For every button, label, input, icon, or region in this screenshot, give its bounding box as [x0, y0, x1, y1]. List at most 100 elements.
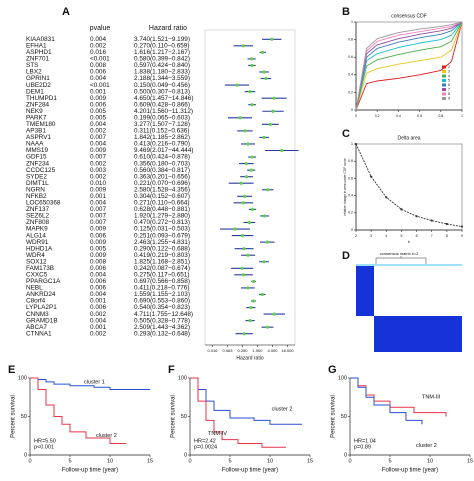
x-tick-label: 10 [427, 458, 433, 464]
hazard-ratio-label: 0.560(0.384−0.817) [134, 167, 190, 174]
hr-point [233, 227, 237, 231]
column-header: pvalue [90, 25, 111, 32]
x-tick-label: 15 [147, 458, 153, 464]
gene-name: SEZ6L2 [26, 213, 50, 220]
hr-point [272, 312, 276, 316]
series-line [355, 21, 463, 111]
x-tick-label: 0.250 [237, 348, 248, 353]
hr-point [265, 325, 270, 329]
hazard-ratio-label: 1.920(1.279−2.880) [134, 213, 190, 220]
pvalue: <0.001 [90, 56, 110, 63]
legend-swatch [442, 97, 446, 100]
gene-name: ABCA7 [26, 324, 47, 331]
x-tick-label: 0.8 [438, 114, 443, 118]
hazard-ratio-label: 4.711(1.755−12.648) [134, 311, 193, 318]
pvalue: 0.004 [90, 141, 106, 148]
pvalue: 0.004 [90, 291, 106, 298]
y-tick-label: 0.8 [348, 38, 353, 42]
pvalue: 0.009 [90, 252, 106, 259]
hazard-ratio-label: 0.251(0.093−0.679) [134, 232, 190, 239]
y-tick-label: 0.6 [348, 55, 353, 59]
x-tick-label: 0.2 [375, 114, 380, 118]
hr-point [271, 109, 275, 113]
gene-name: NFKB2 [26, 193, 47, 200]
y-tick-label: 0 [351, 228, 353, 232]
x-tick-label: 9 [461, 234, 463, 238]
hr-point [262, 70, 266, 74]
series-line [355, 143, 463, 228]
gene-name: ZNF284 [26, 101, 50, 108]
pvalue: 0.009 [90, 226, 106, 233]
hazard-ratio-label: 9.469(2.017−44.444) [134, 147, 194, 154]
hr-point [272, 96, 276, 100]
gene-name: UBE2D2 [26, 82, 51, 89]
x-tick-label: 5 [68, 458, 71, 464]
hazard-ratio-label: 0.363(0.201−0.656) [134, 173, 190, 180]
panel-letter: F [168, 364, 175, 376]
hazard-ratio-label: 4.201(1.560−11.312) [134, 108, 193, 115]
x-tick-label: 4.000 [267, 348, 278, 353]
y-tick-label: 0.8 [348, 159, 353, 163]
column-header: Hazard ratio [149, 25, 187, 32]
hr-point [262, 214, 267, 218]
pvalue: 0.008 [90, 258, 106, 265]
pvalue: 0.001 [90, 88, 106, 95]
hr-point [243, 129, 247, 133]
x-tick-label: 6 [416, 234, 418, 238]
y-tick-label: 0 [184, 452, 187, 458]
survival-curve [190, 377, 286, 448]
gene-name: NAAA [26, 141, 44, 148]
x-tick-label: 7 [431, 234, 433, 238]
pvalue: 0.004 [90, 317, 106, 324]
series-point [400, 208, 403, 211]
hr-point [250, 57, 254, 61]
gene-name: ZNF137 [26, 206, 50, 213]
gene-name: NEK9 [26, 108, 43, 115]
hazard-ratio-label: 0.271(0.110−0.664) [134, 200, 190, 207]
gene-name: ASPRV1 [26, 134, 52, 141]
hr-point [246, 142, 250, 146]
curve-label: cluster 1 [84, 379, 105, 385]
hr-point [249, 168, 253, 172]
series-point [385, 196, 388, 199]
legend-label: 7 [448, 87, 450, 91]
pvalue: 0.007 [90, 219, 106, 226]
hr-point [235, 83, 239, 87]
series-line [355, 21, 463, 111]
hazard-ratio-label: 2.463(1.255−4.831) [134, 239, 190, 246]
hazard-ratio-label: 0.628(0.448−0.881) [134, 206, 190, 213]
pvalue: 0.004 [90, 75, 106, 82]
hazard-ratio-label: 3.277(1.507−7.128) [134, 121, 190, 128]
hazard-ratio-label: 0.597(0.424−0.840) [134, 62, 190, 69]
gene-name: FAM173B [26, 265, 54, 272]
x-tick-label: 5 [400, 234, 402, 238]
hr-point [239, 181, 243, 185]
pvalue: 0.004 [90, 36, 106, 43]
panel-letter: B [342, 6, 350, 18]
annotation: HR=1.04 [354, 438, 376, 444]
pvalue: 0.002 [90, 160, 106, 167]
y-tick-label: 50 [21, 414, 27, 420]
hr-point [251, 299, 256, 303]
gene-name: CNNM3 [26, 311, 49, 318]
hr-point [250, 207, 255, 212]
hr-point [249, 305, 253, 310]
series-line [355, 21, 463, 111]
gene-name: ZNF808 [26, 219, 50, 226]
hr-point [265, 240, 269, 244]
annotation: p<0.001 [34, 444, 54, 450]
hr-point [280, 148, 284, 153]
gene-name: NEBL [26, 285, 43, 292]
y-tick-label: 0.6 [348, 176, 353, 180]
y-tick-label: 100 [18, 375, 27, 381]
gene-name: GPRIN1 [26, 75, 50, 82]
gene-name: ZNF234 [26, 160, 50, 167]
curve-label: cluster 2 [416, 443, 437, 449]
legend-swatch [442, 70, 446, 73]
x-tick-label: 15 [307, 458, 313, 464]
pvalue: 0.002 [90, 173, 106, 180]
hazard-ratio-label: 1.825(1.168−2.851) [134, 258, 190, 265]
hr-point [266, 188, 270, 192]
x-axis-title: Hazard ratio [236, 355, 263, 361]
